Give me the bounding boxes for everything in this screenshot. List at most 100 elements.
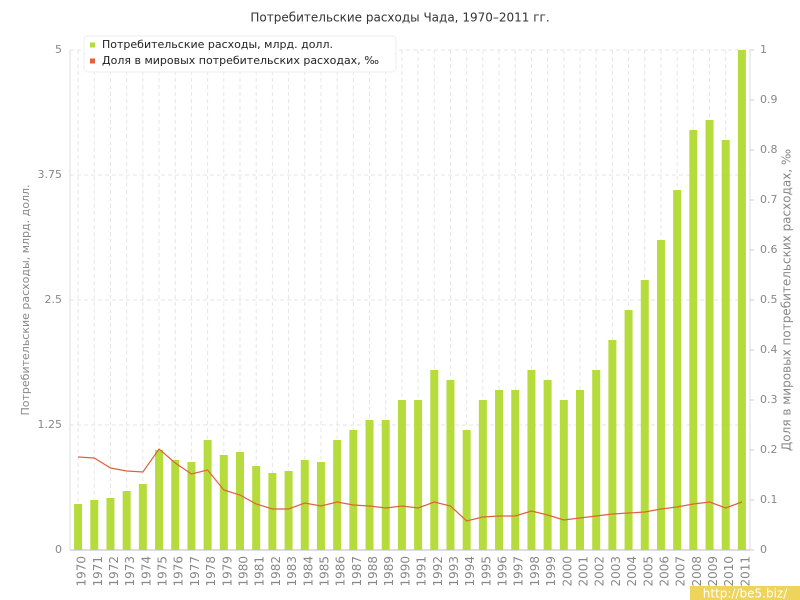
x-tick-label: 1988 [366, 556, 380, 587]
x-tick-label: 1995 [479, 556, 493, 587]
bar [527, 370, 536, 550]
y2-tick-label: 0.6 [760, 243, 778, 256]
x-tick-label: 1977 [188, 556, 202, 587]
bar [737, 50, 746, 550]
bar [187, 462, 196, 550]
legend-label: Потребительские расходы, млрд. долл. [102, 38, 333, 51]
chart-title: Потребительские расходы Чада, 1970–2011 … [250, 11, 549, 25]
y2-tick-label: 0.3 [760, 393, 778, 406]
bar [171, 460, 180, 550]
bar [608, 340, 617, 550]
y2-tick-label: 0.2 [760, 443, 778, 456]
x-tick-label: 1987 [350, 556, 364, 587]
x-tick-label: 1981 [253, 556, 267, 587]
bar [349, 430, 358, 550]
y2-tick-label: 0.1 [760, 493, 778, 506]
line [78, 448, 743, 522]
x-tick-label: 2003 [609, 556, 623, 587]
legend-box [83, 35, 397, 73]
bar [624, 310, 633, 550]
bar [576, 390, 584, 550]
x-tick-label: 1978 [204, 556, 218, 587]
y-tick-label: 0 [55, 543, 62, 556]
y2-tick-label: 0.4 [760, 343, 778, 356]
x-tick-label: 1985 [317, 556, 331, 587]
x-tick-label: 1983 [285, 556, 299, 587]
y-tick-label: 5 [55, 43, 62, 56]
y2-tick-label: 0.8 [760, 143, 778, 156]
x-tick-label: 2006 [657, 556, 671, 587]
bar [689, 130, 698, 550]
bar [284, 471, 293, 550]
bar [656, 240, 665, 550]
x-tick-label: 2002 [593, 556, 607, 587]
y-tick-label: 3.75 [38, 168, 63, 181]
bar [90, 500, 99, 550]
x-tick-label: 1991 [415, 556, 429, 587]
bar [333, 440, 342, 550]
x-tick-label: 1990 [398, 556, 412, 587]
bar [462, 430, 471, 550]
x-tick-label: 2004 [625, 556, 639, 587]
bar [74, 504, 83, 550]
y-tick-label: 2.5 [45, 293, 63, 306]
y2-tick-label: 1 [760, 43, 767, 56]
bar [300, 460, 309, 550]
bar [495, 390, 504, 550]
x-tick-label: 1980 [237, 556, 251, 587]
x-tick-label: 1986 [334, 556, 348, 587]
x-tick-label: 1970 [75, 556, 89, 587]
x-tick-label: 1975 [156, 556, 170, 587]
x-tick-label: 1996 [496, 556, 510, 587]
x-tick-label: 1998 [528, 556, 542, 587]
bar [122, 491, 131, 550]
x-tick-label: 2001 [577, 556, 591, 587]
x-tick-label: 1971 [91, 556, 105, 587]
bar [268, 473, 277, 550]
bar [236, 452, 244, 550]
bar [673, 190, 682, 550]
bar [155, 450, 164, 550]
x-tick-label: 2008 [690, 556, 704, 587]
bar [219, 455, 228, 550]
bar [478, 400, 487, 550]
x-tick-label: 1976 [172, 556, 186, 587]
bar [203, 440, 212, 550]
x-tick-label: 2010 [722, 556, 736, 587]
y2-tick-label: 0.7 [760, 193, 778, 206]
x-tick-label: 1972 [107, 556, 121, 587]
y2-tick-label: 0.9 [760, 93, 778, 106]
bar [705, 120, 714, 550]
watermark: http://be5.biz/ [703, 587, 788, 600]
bar [365, 420, 374, 550]
bar [543, 380, 552, 550]
legend: Потребительские расходы, млрд. долл. Доля… [83, 35, 397, 73]
bar [252, 466, 261, 550]
x-tick-label: 1979 [220, 556, 234, 587]
y2-tick-label: 0.5 [760, 293, 778, 306]
x-tick-label: 2009 [706, 556, 720, 587]
bar [397, 400, 406, 550]
bar [381, 420, 390, 550]
x-tick-label: 2011 [738, 556, 752, 587]
x-tick-label: 1989 [382, 556, 396, 587]
x-tick-label: 2005 [641, 556, 655, 587]
x-tick-label: 2007 [674, 556, 688, 587]
bar [559, 400, 568, 550]
x-tick-label: 2000 [560, 556, 574, 587]
y2-axis-label: Доля в мировых потребительских расходах,… [780, 149, 794, 451]
bar [446, 380, 455, 550]
y-axis-label: Потребительские расходы, млрд. долл. [19, 185, 32, 416]
y2-tick-label: 0 [760, 543, 767, 556]
watermark-bg [690, 586, 800, 600]
x-tick-label: 1997 [512, 556, 526, 587]
x-tick-label: 1999 [544, 556, 558, 587]
bar [414, 400, 423, 550]
x-tick-label: 1992 [431, 556, 445, 587]
x-tick-label: 1982 [269, 556, 283, 587]
legend-swatch [90, 42, 95, 48]
bar [138, 484, 147, 550]
legend-label: Доля в мировых потребительских расходах,… [102, 54, 379, 67]
x-tick-label: 1993 [447, 556, 461, 587]
x-tick-label: 1994 [463, 556, 477, 587]
